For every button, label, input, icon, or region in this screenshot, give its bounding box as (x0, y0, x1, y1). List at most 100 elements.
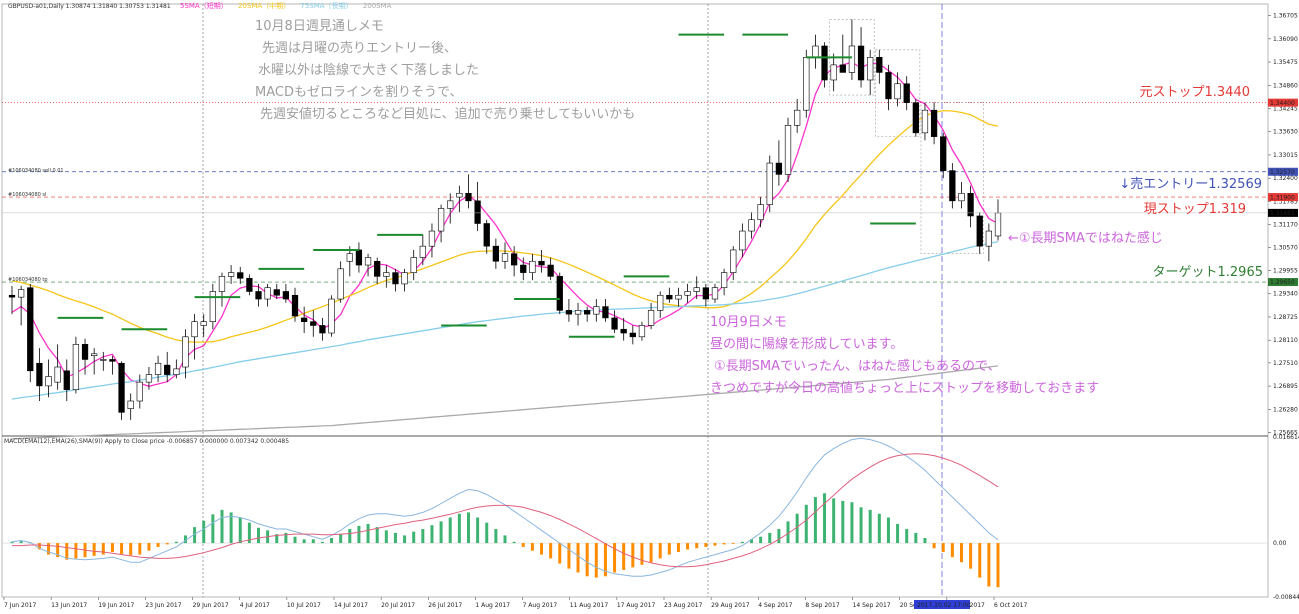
macd-histogram-bar (485, 522, 489, 544)
macd-histogram-bar (247, 522, 251, 544)
bull-candle-body (364, 257, 372, 266)
bull-candle-body (173, 368, 180, 375)
bull-candle-body (766, 162, 773, 205)
candle (638, 321, 646, 341)
macd-histogram-bar (923, 537, 927, 544)
bear-candle-body (301, 317, 308, 322)
range-box-week-3 (920, 102, 985, 255)
macd-histogram-bar (257, 527, 260, 544)
price-tick-label: 1.33015 (1273, 152, 1298, 159)
candle (766, 155, 773, 213)
price-tick-label: 1.31170 (1273, 222, 1298, 229)
candle (209, 283, 216, 330)
candle (164, 351, 171, 383)
macd-histogram-bar (302, 539, 306, 544)
plot-border (1, 3, 1269, 598)
time-tick-label: 4 Sep 2017 (758, 602, 792, 609)
bull-candle-body (127, 400, 134, 409)
bull-candle-body (684, 291, 691, 296)
price-tick-label: 1.29340 (1273, 291, 1298, 298)
candle (876, 49, 883, 84)
bull-candle-body (200, 321, 207, 326)
macd-histogram-bar (950, 543, 954, 558)
bull-candle-body (54, 366, 61, 383)
macd-header: MACD(EMA(12),EMA(26),SMA(9)) Apply to Cl… (4, 438, 289, 445)
bull-candle-body (191, 321, 198, 338)
time-tick-label: 1 Aug 2017 (475, 602, 510, 609)
macd-histogram-bar (211, 514, 215, 544)
bear-candle-body (556, 276, 563, 311)
macd-histogram-bar (941, 543, 945, 553)
price-tick-label: 1.28725 (1273, 314, 1298, 321)
macd-histogram-bar (850, 502, 854, 544)
sma-line-200sma (11, 365, 999, 440)
candle (419, 234, 426, 266)
daily-memo: 10月9日メモ 昼の間に陽線を形成しています。 ①長期SMAでいったん、はねた感… (710, 315, 1099, 396)
candle (985, 223, 993, 262)
macd-histogram-bar (92, 543, 96, 556)
macd-histogram-bar (905, 529, 909, 544)
candle (748, 212, 755, 239)
macd-histogram-bar (795, 513, 799, 544)
candle (730, 246, 737, 281)
candle (602, 299, 609, 322)
macd-tick-label: 0.016614 (1273, 434, 1299, 441)
candle (903, 76, 910, 111)
macd-histogram-bar (229, 512, 233, 544)
candle (565, 299, 573, 322)
macd-histogram-bar (357, 525, 361, 544)
candle (474, 181, 481, 232)
candle (693, 276, 700, 300)
bear-candle-body (876, 57, 883, 73)
bear-candle-body (885, 72, 892, 100)
bull-candle-body (227, 272, 235, 277)
candle (885, 64, 892, 111)
bull-candle-body (383, 272, 390, 277)
macd-histogram-bar (476, 517, 480, 544)
bear-candle-body (611, 317, 618, 330)
price-tick-label: 1.35475 (1273, 59, 1298, 66)
bear-candle-body (282, 291, 290, 300)
macd-histogram-bar (512, 541, 516, 544)
weekly-outlook-memo: 10月8日週見通しメモ 先週は月曜の売りエントリー後、 水曜以外は陰線で大きく下… (255, 19, 635, 122)
candle (328, 295, 335, 337)
time-marker-label: 2017.10.02 17:00 (917, 602, 971, 609)
bear-candle-body (164, 364, 171, 375)
candle (8, 285, 16, 315)
macd-histogram-bar (667, 543, 671, 555)
macd-panel: 0.016614 0.00 -0.008442 (2, 434, 1299, 601)
symbol-header: GBPUSD-a01,Daily 1.30874 1.31840 1.30753… (8, 3, 171, 10)
candle (501, 242, 509, 269)
price-tick-label: 1.25665 (1273, 430, 1298, 437)
time-tick-label: 26 Jul 2017 (428, 602, 462, 609)
macd-histogram-bar (987, 543, 991, 587)
macd-histogram-bar (530, 543, 534, 551)
bear-candle-body (392, 272, 399, 285)
candle (574, 302, 582, 326)
candle (447, 193, 454, 224)
macd-histogram-bar (713, 543, 717, 546)
bear-candle-body (510, 253, 518, 266)
price-tick-label: 1.26895 (1273, 383, 1298, 390)
candle (136, 374, 143, 409)
time-tick-label: 8 Sep 2017 (805, 602, 839, 609)
bull-candle-body (921, 109, 929, 134)
candle (36, 348, 43, 402)
macd-histogram-bar (594, 543, 598, 578)
macd-histogram-bar (631, 543, 635, 568)
macd-histogram-bar (603, 543, 607, 577)
macd-histogram-bar (813, 497, 817, 544)
bear-candle-body (547, 264, 554, 277)
time-tick-label: 4 Jul 2017 (240, 602, 270, 609)
candle (821, 42, 828, 88)
macd-histogram-bar (932, 543, 936, 549)
macd-histogram-bar (959, 543, 963, 563)
macd-histogram-bar (384, 530, 388, 544)
time-tick-label: 29 Jun 2017 (193, 602, 229, 609)
price-tick-label: 1.32400 (1273, 175, 1298, 182)
candle (711, 283, 719, 303)
weekly-high-marks (57, 33, 916, 338)
macd-histogram-bar (740, 541, 744, 544)
candle (620, 317, 627, 341)
candle (657, 291, 664, 318)
